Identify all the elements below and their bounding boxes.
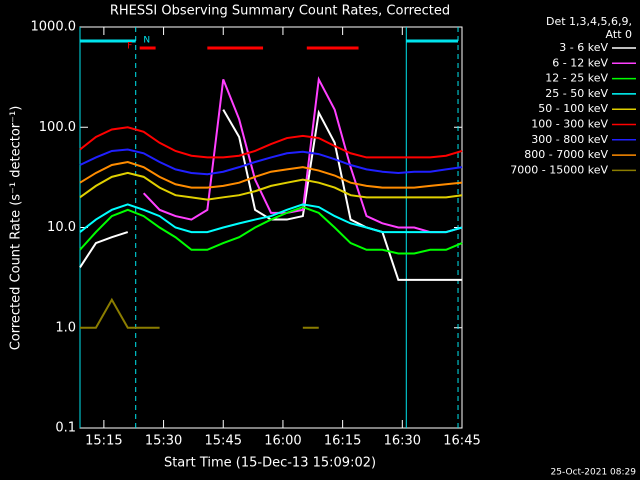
y-tick-label: 10.0 [47, 220, 76, 235]
legend-title: Att 0 [606, 28, 632, 41]
y-tick-label: 100.0 [39, 120, 76, 135]
x-tick-label: 15:45 [205, 434, 242, 449]
series-line [79, 205, 463, 255]
y-tick-label: 0.1 [55, 421, 76, 436]
series-line [79, 203, 463, 234]
flare-label: F [127, 42, 132, 52]
x-axis-label: Start Time (15-Dec-13 15:09:02) [164, 456, 376, 471]
timestamp: 25-Oct-2021 08:29 [551, 468, 637, 478]
chart-title: RHESSI Observing Summary Count Rates, Co… [110, 4, 450, 19]
x-tick-label: 16:30 [384, 434, 421, 449]
legend-label: 25 - 50 keV [545, 87, 608, 100]
series-line [79, 126, 463, 159]
series-line [79, 148, 463, 176]
x-tick-label: 16:00 [264, 434, 301, 449]
y-tick-label: 1000.0 [31, 20, 77, 35]
legend-title: Det 1,3,4,5,6,9, [546, 15, 632, 28]
series-line [79, 160, 463, 189]
series-line [80, 297, 319, 329]
x-tick-label: 16:15 [324, 434, 361, 449]
night-label: N [143, 36, 150, 46]
legend-label: 100 - 300 keV [531, 118, 608, 131]
y-axis-label: Corrected Count Rate (s⁻¹ detector⁻¹) [9, 106, 24, 351]
legend-label: 50 - 100 keV [538, 102, 608, 115]
y-tick-label: 1.0 [55, 320, 76, 335]
legend-label: 300 - 800 keV [531, 133, 608, 146]
x-tick-label: 15:30 [145, 434, 182, 449]
legend-label: 12 - 25 keV [545, 72, 608, 85]
legend-label: 3 - 6 keV [559, 41, 608, 54]
series-line [79, 171, 463, 201]
legend-label: 7000 - 15000 keV [510, 163, 608, 176]
x-tick-label: 16:45 [443, 434, 480, 449]
series-line [142, 76, 463, 234]
legend-label: 6 - 12 keV [552, 56, 608, 69]
legend-label: 800 - 7000 keV [524, 148, 608, 161]
series-line [79, 109, 462, 281]
x-tick-label: 15:15 [85, 434, 122, 449]
